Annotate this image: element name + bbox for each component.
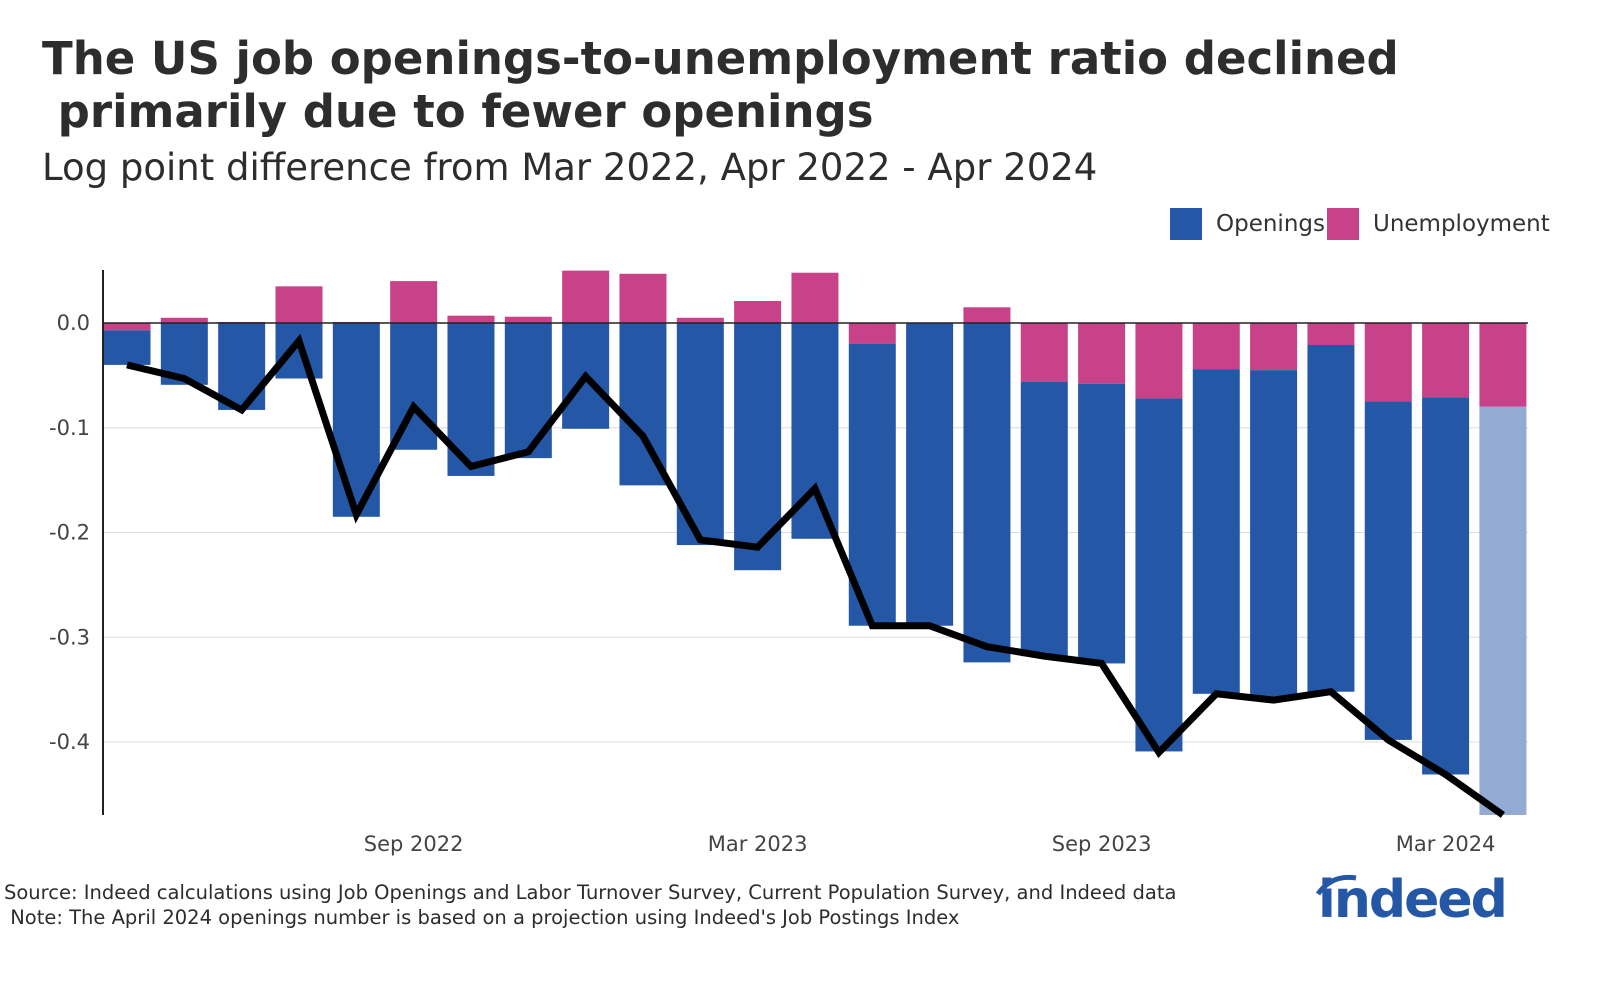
source-note: Source: Indeed calculations using Job Op…: [4, 880, 1176, 930]
x-tick-label: Mar 2024: [1396, 832, 1496, 856]
bar-openings: [390, 323, 438, 450]
bar-openings: [906, 323, 954, 626]
chart-subtitle: Log point difference from Mar 2022, Apr …: [42, 146, 1098, 189]
bar-unemployment: [1422, 323, 1470, 398]
logo-text: indeed: [1318, 870, 1508, 930]
legend-swatch-openings: [1170, 208, 1202, 240]
bar-openings: [218, 323, 266, 410]
y-tick-label: -0.2: [49, 521, 90, 545]
note-text: Note: The April 2024 openings number is …: [4, 906, 960, 929]
chart-title: The US job openings-to-unemployment rati…: [42, 32, 1399, 138]
bar-openings: [1250, 370, 1298, 701]
bar-openings: [1078, 383, 1126, 664]
legend: Openings Unemployment: [1170, 208, 1550, 240]
ratio-line: [126, 333, 1505, 818]
indeed-logo: indeed: [1315, 870, 1508, 930]
bar-unemployment: [275, 286, 323, 323]
y-tick-label: -0.1: [49, 416, 90, 440]
x-tick-label: Mar 2023: [708, 832, 808, 856]
legend-unemployment: Unemployment: [1325, 208, 1550, 240]
x-tick-label: Sep 2023: [1052, 832, 1152, 856]
source-text: Source: Indeed calculations using Job Op…: [4, 881, 1177, 904]
legend-openings: Openings: [1170, 208, 1325, 240]
bar-unemployment: [676, 317, 724, 323]
bar-unemployment: [160, 317, 208, 323]
bar-unemployment: [791, 272, 839, 323]
legend-label-openings: Openings: [1216, 211, 1325, 237]
bar-openings: [504, 323, 552, 459]
bar-openings: [1192, 369, 1240, 694]
y-tick-label: -0.4: [49, 730, 90, 754]
bar-unemployment: [848, 323, 896, 344]
bar-unemployment: [504, 316, 552, 323]
bar-openings: [103, 330, 151, 365]
bar-unemployment: [447, 315, 495, 323]
bar-openings: [1422, 397, 1470, 775]
bar-unemployment: [562, 270, 610, 323]
bar-unemployment: [390, 281, 438, 323]
bar-unemployment: [1078, 323, 1126, 384]
bar-unemployment: [103, 323, 151, 331]
bar-unemployment: [963, 307, 1011, 323]
bar-openings: [1307, 344, 1355, 692]
bar-openings: [1020, 381, 1068, 657]
bar-openings: [1364, 401, 1412, 740]
bar-unemployment: [734, 301, 782, 323]
x-tick-label: Sep 2022: [364, 832, 464, 856]
y-tick-label: -0.3: [49, 625, 90, 649]
bar-openings: [963, 323, 1011, 663]
bar-unemployment: [1307, 323, 1355, 345]
logo-arc-icon: [1315, 874, 1357, 896]
bar-unemployment: [1135, 323, 1183, 399]
bar-unemployment: [1020, 323, 1068, 382]
legend-label-unemployment: Unemployment: [1372, 211, 1550, 237]
bar-openings: [1479, 406, 1527, 815]
bar-unemployment: [1479, 323, 1527, 407]
bar-unemployment: [1250, 323, 1298, 371]
legend-swatch-unemployment: [1326, 208, 1359, 240]
y-tick-label: 0.0: [57, 311, 90, 335]
bar-unemployment: [1364, 323, 1412, 402]
bar-openings: [1135, 398, 1183, 752]
bar-openings: [848, 343, 896, 626]
bar-unemployment: [1192, 323, 1240, 370]
bar-unemployment: [619, 273, 667, 323]
